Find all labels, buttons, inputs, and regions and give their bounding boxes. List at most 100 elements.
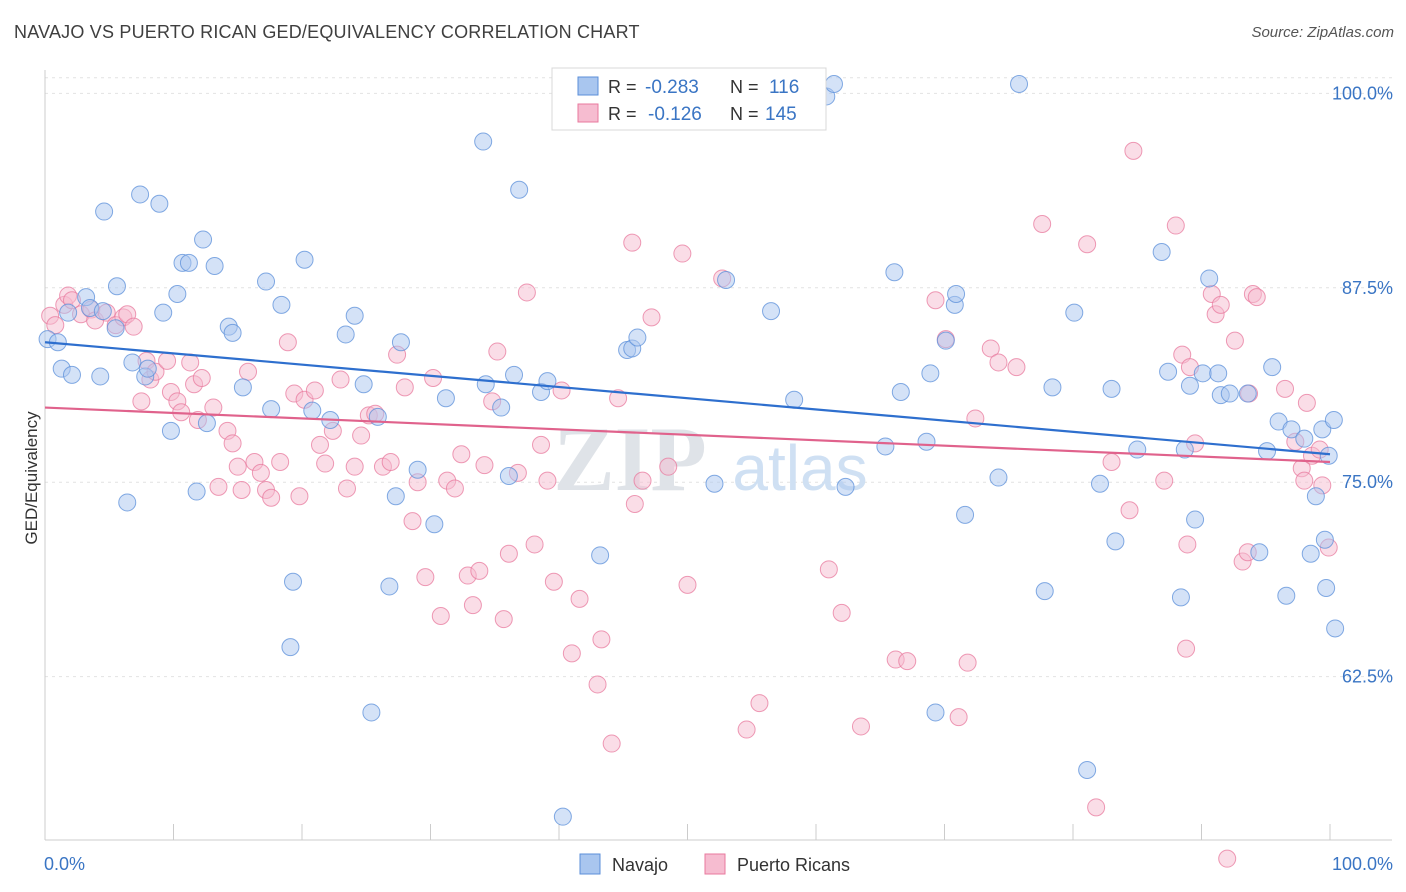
navajo-point bbox=[1326, 619, 1345, 638]
puerto-rican-point bbox=[1225, 331, 1244, 350]
puerto-rican-point bbox=[592, 630, 611, 649]
watermark-zip: ZIP bbox=[553, 408, 706, 510]
puerto-rican-point bbox=[494, 610, 513, 629]
puerto-rican-point bbox=[345, 457, 364, 476]
legend-navajo-swatch bbox=[579, 853, 601, 875]
puerto-rican-point bbox=[981, 339, 1000, 358]
puerto-rican-point bbox=[1276, 379, 1295, 398]
navajo-point bbox=[1010, 75, 1029, 93]
puerto-rican-point bbox=[642, 308, 661, 327]
puerto-rican-point bbox=[228, 457, 247, 476]
navajo-point bbox=[762, 302, 781, 321]
navajo-point bbox=[1078, 761, 1097, 779]
puerto-rican-point bbox=[132, 392, 151, 411]
navajo-point bbox=[989, 468, 1008, 487]
puerto-rican-point bbox=[1295, 471, 1314, 490]
puerto-rican-point bbox=[337, 479, 356, 498]
x-tick-label: 0.0% bbox=[44, 854, 85, 874]
legend-navajo-label: Navajo bbox=[612, 855, 668, 875]
navajo-point bbox=[386, 487, 405, 506]
puerto-rican-point bbox=[1007, 358, 1026, 377]
axes bbox=[44, 70, 1392, 841]
puerto-rican-point bbox=[1124, 141, 1143, 160]
puerto-rican-point bbox=[305, 381, 324, 400]
puerto-rican-point bbox=[290, 487, 309, 506]
navajo-point bbox=[1319, 446, 1338, 465]
navajo-point bbox=[876, 437, 895, 456]
navajo-point bbox=[956, 505, 975, 524]
navajo-point bbox=[1317, 579, 1336, 597]
puerto-rican-point bbox=[989, 353, 1008, 372]
puerto-rican-point bbox=[602, 734, 621, 753]
puerto-rican-point bbox=[678, 575, 697, 594]
puerto-rican-point bbox=[223, 434, 242, 453]
navajo-point bbox=[425, 515, 444, 534]
navajo-swatch bbox=[577, 76, 599, 96]
puerto-rican-point bbox=[124, 317, 143, 336]
navajo-point bbox=[591, 546, 610, 565]
legend-pr-swatch bbox=[704, 853, 726, 875]
navajo-point bbox=[1186, 510, 1205, 529]
puerto-rican-point bbox=[431, 607, 450, 625]
navajo-point bbox=[1152, 243, 1171, 261]
navajo-point bbox=[138, 359, 157, 378]
navajo-point bbox=[917, 432, 936, 451]
y-tick-label: 87.5% bbox=[1342, 278, 1393, 298]
navajo-point bbox=[408, 460, 427, 479]
navajo-point bbox=[95, 202, 114, 221]
navajo-point bbox=[257, 272, 276, 291]
navajo-point bbox=[131, 185, 150, 204]
navajo-point bbox=[717, 271, 736, 289]
navajo-point bbox=[1258, 442, 1277, 461]
navajo-point bbox=[262, 400, 281, 419]
puerto-rican-point bbox=[1247, 288, 1266, 307]
puerto-rican-point bbox=[737, 720, 756, 739]
navajo-point bbox=[1102, 379, 1121, 398]
y-axis-title: GED/Equivalency bbox=[22, 411, 41, 545]
navajo-n-value: 116 bbox=[769, 77, 799, 98]
navajo-point bbox=[474, 132, 493, 151]
navajo-point bbox=[272, 295, 291, 314]
puerto-rican-point bbox=[158, 351, 177, 370]
puerto-rican-point bbox=[544, 572, 563, 591]
puerto-rican-point bbox=[898, 652, 917, 671]
puerto-rican-point bbox=[470, 561, 489, 580]
legend-pr-label: Puerto Ricans bbox=[737, 855, 850, 875]
navajo-point bbox=[947, 285, 966, 303]
puerto-rican-point bbox=[204, 398, 223, 417]
y-tick-label: 100.0% bbox=[1332, 83, 1393, 103]
puerto-rican-point bbox=[310, 435, 329, 454]
puerto-rican-point bbox=[659, 457, 678, 476]
puerto-rican-point bbox=[1078, 235, 1097, 254]
navajo-point bbox=[1035, 582, 1054, 601]
puerto-rican-point bbox=[1155, 471, 1174, 490]
navajo-point bbox=[150, 194, 169, 213]
navajo-point bbox=[295, 250, 314, 269]
navajo-point bbox=[1180, 376, 1199, 395]
navajo-point bbox=[154, 303, 173, 322]
puerto-rican-point bbox=[239, 362, 258, 381]
navajo-point bbox=[705, 474, 724, 493]
navajo-point bbox=[205, 257, 224, 275]
puerto-rican-point bbox=[403, 512, 422, 531]
navajo-point bbox=[197, 414, 216, 433]
navajo-point bbox=[1220, 384, 1239, 403]
navajo-point bbox=[1090, 474, 1109, 493]
navajo-point bbox=[107, 277, 126, 296]
navajo-point bbox=[1263, 358, 1282, 377]
navajo-point bbox=[91, 367, 110, 386]
puerto-rican-point bbox=[525, 535, 544, 554]
puerto-rican-point bbox=[352, 426, 371, 445]
navajo-point bbox=[553, 807, 572, 826]
navajo-trend-line bbox=[44, 341, 1331, 456]
navajo-point bbox=[233, 378, 252, 397]
puerto-rican-point bbox=[1177, 639, 1196, 658]
puerto-rican-trend-line bbox=[44, 406, 1331, 464]
puerto-rican-point bbox=[623, 233, 642, 252]
puerto-rican-point bbox=[1087, 798, 1106, 817]
navajo-point bbox=[179, 253, 198, 272]
navajo-point bbox=[336, 325, 355, 344]
navajo-point bbox=[476, 375, 495, 394]
puerto-rican-point bbox=[1297, 393, 1316, 412]
navajo-point bbox=[123, 353, 142, 372]
